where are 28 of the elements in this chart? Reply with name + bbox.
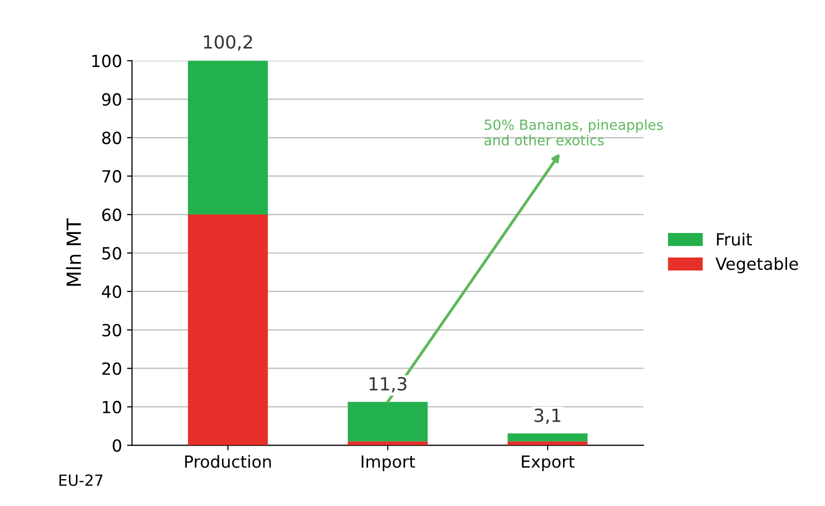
x-tick-label: Import [362,456,416,472]
y-tick-label: 50 [102,246,122,260]
y-tick-label: 10 [102,400,122,414]
text: EU-27 [59,474,102,486]
legend-label: Vegetable [716,257,798,274]
total-label: 11,3 [370,376,406,392]
y-tick-label: 40 [102,285,122,298]
legend-label: Fruit [717,232,752,246]
y-tick-label: 30 [102,324,122,336]
annotation: 50% Bananas, pineapples and other exotics [484,119,663,146]
y-tick-label: 100 [92,54,122,68]
bar [348,402,428,442]
total-label: 100,2 [204,35,252,51]
y-tick-label: 60 [102,208,122,222]
bar [508,441,588,446]
bar [508,433,588,442]
total-label: 3,1 [534,408,560,424]
bar [188,60,268,215]
y-tick-label: 90 [102,93,122,106]
y-tick-label: 80 [102,132,122,144]
x-tick-label: Export [522,456,574,472]
bar [348,441,428,446]
x-tick-label: Production [185,455,271,468]
y-tick-label: 0 [112,439,122,452]
y-tick-label: 20 [102,362,122,375]
y-axis-title: Mln MT [66,218,81,286]
bar [188,214,268,446]
y-tick-label: 70 [102,170,122,183]
